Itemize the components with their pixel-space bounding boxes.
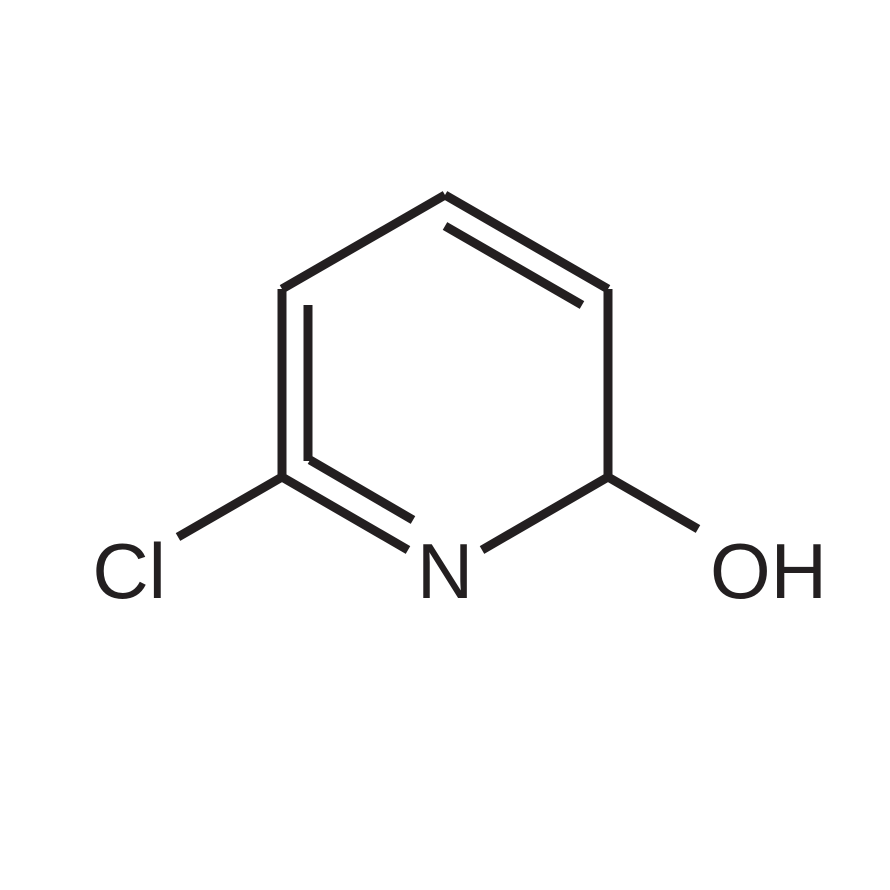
atom-label-n: N bbox=[417, 527, 473, 615]
bond-ring-ll-n-inner bbox=[310, 460, 413, 520]
molecule-diagram: N Cl OH bbox=[0, 0, 890, 890]
bond-ring-ul-top bbox=[282, 195, 445, 289]
atom-label-oh: OH bbox=[710, 527, 827, 615]
bond-to-cl bbox=[178, 477, 282, 537]
bond-ring-ll-n-outer bbox=[282, 477, 408, 550]
atom-label-cl: Cl bbox=[92, 527, 166, 615]
bond-ring-lr-n bbox=[482, 477, 608, 550]
bond-to-oh bbox=[608, 477, 698, 529]
